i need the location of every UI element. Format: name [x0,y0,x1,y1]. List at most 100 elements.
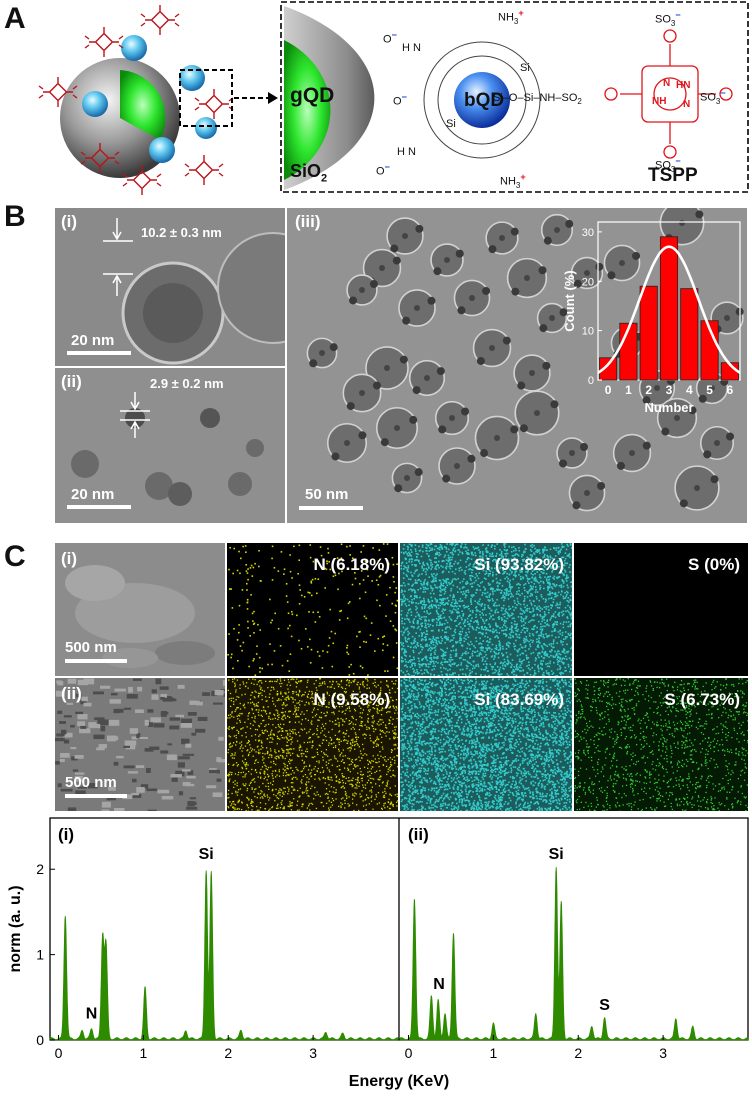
oxy-label-3: O− [376,162,390,178]
eds-xtick-label: 2 [574,1045,582,1061]
eds-ytick-label: 1 [36,947,44,963]
scale-label-c-i: 500 nm [65,639,117,656]
panel-label-c: C [4,540,26,573]
s-map-i: S (0%) [574,543,748,676]
n-map-i: N (6.18%) [227,543,398,676]
zoom-detail-box [280,1,749,193]
s-map-label-i: S (0%) [688,555,740,574]
bqd-complex [423,41,541,159]
oxy-label-1: O− [383,30,397,46]
linker-label: Si–O–Si–NH–SO2 [493,92,582,107]
eds-series-label: (i) [58,825,74,844]
si-map-ii: Si (83.69%) [400,678,572,811]
sem-image-ii: (ii) 500 nm [55,678,225,811]
scale-label-c-ii: 500 nm [65,774,117,791]
sio2-label: SiO2 [290,161,328,185]
h3n-label-top: H N [402,42,421,54]
pyrrole-hn-label: HN [676,80,691,91]
histogram-ylabel: Count (%) [562,270,577,331]
tspp-label: TSPP [648,165,698,186]
histogram-ytick-label: 20 [582,276,594,288]
histogram-xtick-label: 5 [706,383,713,397]
tem-image-i: (i) 10.2 ± 0.3 nm 20 nm [55,208,285,366]
scale-label-i: 20 nm [71,332,115,349]
panel-a-schematic [38,1,749,196]
eds-series-label: (ii) [408,825,429,844]
histogram-bar [639,285,658,381]
so3-label-bottom: SO3− [655,156,681,174]
eds-ylabel: norm (a. u.) [7,885,24,972]
si-label-1: Si [520,62,530,74]
pyrrole-n2-label: N [683,99,691,110]
histogram-ytick-label: 30 [582,227,594,239]
histogram-xtick-label: 4 [686,383,693,397]
tem-label-ii: (ii) [61,372,82,391]
histogram-xlabel: Number [644,400,693,415]
scale-bar-c-ii [65,794,127,798]
s-map-label-ii: S (6.73%) [664,690,740,709]
si-map-label-ii: Si (83.69%) [474,690,564,709]
tem-label-i: (i) [61,212,78,231]
panel-label-a: A [4,2,26,35]
histogram-ytick-label: 10 [582,326,594,338]
eds-xlabel: Energy (KeV) [349,1073,449,1090]
scale-bar-i [67,351,131,355]
eds-peak-label: N [86,1006,98,1023]
scale-bar-ii [67,505,131,509]
gaussian-fit-curve [597,245,741,374]
eds-xtick-label: 1 [139,1045,147,1061]
zoom-box [179,69,233,127]
h3n-label-bottom: H N [397,146,416,158]
pyrrole-nh-label: NH [652,96,667,107]
sem-label-ii: (ii) [61,684,82,703]
sem-image-i: (i) 500 nm [55,543,225,676]
tem-image-ii: (ii) 2.9 ± 0.2 nm 20 nm [55,368,285,523]
oxy-label-2: O− [393,92,407,108]
eds-xtick-label: 1 [489,1045,497,1061]
panel-label-b: B [4,200,26,233]
histogram-xtick-label: 6 [727,383,734,397]
eds-spectrum-area [49,870,399,1041]
pyrrole-n-label: N [663,78,671,89]
scale-label-ii: 20 nm [71,486,115,503]
so3-label-top: SO3− [655,10,681,28]
histogram-xtick-label: 2 [645,383,652,397]
eds-peak-label: N [433,976,445,993]
eds-ytick-label: 2 [36,861,44,877]
eds-ytick-label: 0 [36,1032,44,1048]
gqd-label: gQD [290,84,335,107]
scale-bar-iii [299,506,363,510]
so3-label-right: SO3− [700,88,726,106]
tem-measure-i: 10.2 ± 0.3 nm [141,225,222,240]
tem-label-iii: (iii) [295,212,321,231]
eds-peak-label: Si [549,846,564,863]
si-label-2: Si [446,118,456,130]
eds-spectra: (i) N Si 0 1 2 3 (ii) N Si S 0 1 2 3 0 1 2 Energy (KeV) nor… [7,817,749,1090]
si-map-i: Si (93.82%) [400,543,572,676]
histogram-bar [680,288,699,381]
scale-label-iii: 50 nm [305,486,349,503]
nh3-label-bottom: NH3+ [500,172,526,190]
eds-xtick-label: 3 [659,1045,667,1061]
n-map-ii: N (9.58%) [227,678,398,811]
histogram-xtick-label: 3 [666,383,673,397]
si-map-label-i: Si (93.82%) [474,555,564,574]
scale-bar-c-i [65,659,127,663]
tspp-molecule [604,29,733,159]
eds-peak-label: S [599,997,610,1014]
histogram-bar [599,357,618,381]
eds-xtick-label: 0 [55,1045,63,1061]
n-map-label-i: N (6.18%) [313,555,390,574]
n-map-label-ii: N (9.58%) [313,690,390,709]
histogram-xtick-label: 1 [625,383,632,397]
eds-spectrum-area [399,867,749,1041]
sem-label-i: (i) [61,549,78,568]
histogram-bar [659,236,679,381]
blue-quantum-dots [82,35,217,163]
histogram-xtick-label: 0 [605,383,612,397]
eds-peak-label: Si [199,846,214,863]
s-map-ii: S (6.73%) [574,678,748,811]
eds-xtick-label: 2 [224,1045,232,1061]
tem-measure-ii: 2.9 ± 0.2 nm [150,376,224,391]
